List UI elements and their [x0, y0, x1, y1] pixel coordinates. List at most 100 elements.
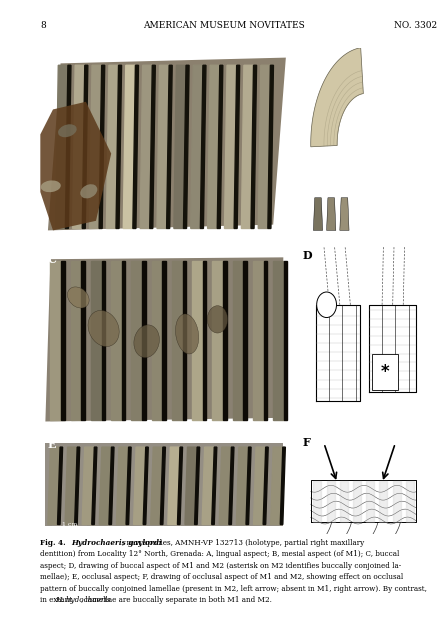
Polygon shape [251, 65, 257, 228]
Polygon shape [327, 198, 336, 230]
Text: H. hydochaeris: H. hydochaeris [55, 596, 110, 604]
Polygon shape [152, 261, 162, 420]
Text: Fig. 4.: Fig. 4. [40, 539, 66, 547]
Polygon shape [151, 447, 163, 525]
Polygon shape [234, 65, 240, 228]
Polygon shape [217, 65, 223, 228]
Polygon shape [191, 65, 203, 228]
Polygon shape [65, 65, 71, 228]
Ellipse shape [88, 310, 119, 346]
Polygon shape [207, 65, 220, 228]
Polygon shape [126, 447, 131, 525]
Text: in extant: in extant [40, 596, 75, 604]
Polygon shape [203, 261, 207, 420]
Polygon shape [75, 447, 80, 525]
Polygon shape [314, 198, 323, 230]
Polygon shape [45, 443, 283, 527]
Polygon shape [340, 198, 349, 230]
Polygon shape [237, 447, 249, 525]
Polygon shape [99, 65, 105, 228]
Polygon shape [82, 65, 88, 228]
Polygon shape [393, 481, 401, 522]
Polygon shape [57, 447, 63, 525]
Polygon shape [353, 481, 361, 522]
Polygon shape [91, 261, 102, 420]
Polygon shape [263, 261, 267, 420]
Polygon shape [219, 447, 232, 525]
Text: pattern of buccally conjoined lamellae (present in M2, left arrow; absent in M1,: pattern of buccally conjoined lamellae (… [40, 585, 427, 593]
Polygon shape [183, 261, 186, 420]
Polygon shape [223, 261, 227, 420]
Polygon shape [200, 65, 206, 228]
Polygon shape [192, 261, 203, 420]
Polygon shape [229, 447, 234, 525]
Polygon shape [172, 261, 183, 420]
Polygon shape [99, 447, 112, 525]
Text: E: E [48, 439, 56, 450]
Polygon shape [142, 261, 146, 420]
Polygon shape [284, 261, 287, 420]
Polygon shape [167, 65, 172, 228]
Polygon shape [48, 447, 60, 525]
Polygon shape [280, 447, 285, 525]
Polygon shape [56, 65, 68, 228]
Polygon shape [366, 481, 374, 522]
Polygon shape [116, 65, 121, 228]
Text: , new species, AMNH-VP 132713 (holotype, partial right maxillary: , new species, AMNH-VP 132713 (holotype,… [122, 539, 365, 547]
Polygon shape [311, 48, 363, 147]
Ellipse shape [58, 124, 77, 137]
FancyBboxPatch shape [371, 354, 398, 390]
Polygon shape [143, 447, 148, 525]
Polygon shape [134, 447, 146, 525]
Text: 8: 8 [40, 21, 46, 30]
Polygon shape [184, 65, 189, 228]
Text: C: C [48, 253, 57, 265]
Polygon shape [65, 447, 77, 525]
Polygon shape [258, 65, 271, 228]
Ellipse shape [176, 314, 199, 354]
Polygon shape [271, 447, 283, 525]
Polygon shape [157, 65, 169, 228]
Polygon shape [233, 261, 243, 420]
Polygon shape [273, 261, 284, 420]
Polygon shape [82, 447, 95, 525]
Polygon shape [102, 261, 105, 420]
Polygon shape [174, 65, 186, 228]
Polygon shape [51, 261, 61, 420]
Text: A: A [48, 56, 56, 67]
Polygon shape [111, 261, 122, 420]
Polygon shape [194, 447, 200, 525]
Text: Hydrochaeris gaylordi: Hydrochaeris gaylordi [71, 539, 162, 547]
Polygon shape [48, 58, 286, 230]
Polygon shape [241, 65, 254, 228]
Polygon shape [243, 261, 247, 420]
Polygon shape [340, 481, 348, 522]
Polygon shape [122, 261, 125, 420]
Ellipse shape [134, 325, 159, 358]
Polygon shape [45, 257, 283, 422]
Polygon shape [40, 102, 111, 230]
Polygon shape [327, 481, 335, 522]
Ellipse shape [41, 180, 61, 192]
Polygon shape [212, 261, 223, 420]
Ellipse shape [68, 287, 89, 308]
Polygon shape [406, 481, 414, 522]
Text: aspect; D, drawing of buccal aspect of M1 and M2 (asterisk on M2 identifies bucc: aspect; D, drawing of buccal aspect of M… [40, 562, 401, 570]
Polygon shape [123, 65, 135, 228]
Polygon shape [224, 65, 237, 228]
Polygon shape [73, 65, 85, 228]
Polygon shape [90, 65, 102, 228]
Polygon shape [253, 261, 263, 420]
Polygon shape [168, 447, 180, 525]
Text: , lamellae are buccally separate in both M1 and M2.: , lamellae are buccally separate in both… [81, 596, 271, 604]
Text: D: D [303, 250, 312, 261]
Polygon shape [314, 481, 321, 522]
Polygon shape [268, 65, 273, 228]
Text: dentition) from Locality 12° North, Grenada: A, lingual aspect; B, mesial aspect: dentition) from Locality 12° North, Gren… [40, 550, 400, 558]
Polygon shape [82, 261, 85, 420]
Polygon shape [106, 65, 119, 228]
Text: 1 cm: 1 cm [62, 522, 77, 527]
Polygon shape [140, 65, 152, 228]
Polygon shape [185, 447, 197, 525]
Polygon shape [92, 447, 97, 525]
